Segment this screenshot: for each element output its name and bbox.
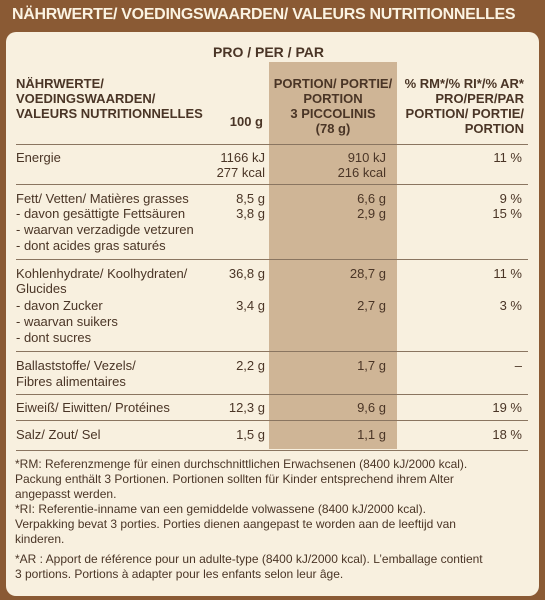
sugars-100g: 3,4 g — [236, 298, 265, 313]
energy-100g-kcal: 277 kcal — [216, 165, 265, 180]
carbs-label-line2: Glucides — [16, 281, 67, 296]
footnote-line: Packung enthält 3 Portionen. Portionen s… — [15, 472, 454, 486]
divider — [16, 450, 528, 451]
header-label-line2: VOEDINGSWAARDEN/ — [16, 91, 156, 106]
header-ri-line2: PRO/PER/PAR — [435, 91, 524, 106]
saturates-ri: 15 % — [492, 206, 522, 221]
energy-100g-kj: 1166 kJ — [220, 150, 265, 165]
sugars-ri: 3 % — [499, 298, 522, 313]
saturates-label-fr: - dont acides gras saturés — [16, 238, 166, 253]
header-label-line3: VALEURS NUTRITIONNELLES — [16, 106, 203, 121]
panel-title: NÄHRWERTE/ VOEDINGSWAARDEN/ VALEURS NUTR… — [12, 6, 516, 23]
fibre-portion: 1,7 g — [357, 358, 386, 373]
sugars-label-de: - davon Zucker — [16, 298, 103, 313]
energy-label: Energie — [16, 150, 61, 165]
portion-column-highlight — [269, 62, 397, 449]
protein-label: Eiweiß/ Eiwitten/ Protéines — [16, 400, 170, 415]
saturates-portion: 2,9 g — [357, 206, 386, 221]
header-ri-line1: % RM*/% RI*/% AR* — [404, 76, 524, 91]
header-portion-line2: PORTION — [303, 91, 363, 106]
carbs-ri: 11 % — [493, 266, 522, 281]
fat-label: Fett/ Vetten/ Matières grasses — [16, 191, 189, 206]
protein-ri: 19 % — [492, 400, 522, 415]
footnote-line: kinderen. — [15, 532, 65, 546]
header-100g: 100 g — [229, 114, 263, 129]
fat-100g: 8,5 g — [236, 191, 265, 206]
fat-portion: 6,6 g — [357, 191, 386, 206]
saturates-label-nl: - waarvan verzadigde vetzuren — [16, 222, 194, 237]
divider — [16, 184, 528, 185]
sugars-portion: 2,7 g — [357, 298, 386, 313]
protein-portion: 9,6 g — [357, 400, 386, 415]
fibre-100g: 2,2 g — [236, 358, 265, 373]
fibre-label-line1: Ballaststoffe/ Vezels/ — [16, 358, 136, 373]
divider — [16, 394, 528, 395]
sugars-label-fr: - dont sucres — [16, 330, 92, 345]
header-portion-line4: (78 g) — [315, 121, 351, 136]
header-portion-line1: PORTION/ PORTIE/ — [273, 76, 393, 91]
header-label-line1: NÄHRWERTE/ — [16, 76, 104, 91]
divider — [16, 259, 528, 260]
salt-label: Salz/ Zout/ Sel — [16, 427, 101, 442]
fat-ri: 9 % — [499, 191, 522, 206]
divider — [16, 351, 528, 352]
carbs-100g: 36,8 g — [228, 266, 265, 281]
salt-ri: 18 % — [492, 427, 522, 442]
per-label: PRO / PER / PAR — [213, 44, 324, 60]
salt-portion: 1,1 g — [357, 427, 386, 442]
footnote-line: angepasst werden. — [15, 487, 117, 501]
footnote-line: *AR : Apport de référence pour un adulte… — [15, 552, 483, 566]
protein-100g: 12,3 g — [228, 400, 265, 415]
saturates-100g: 3,8 g — [236, 206, 265, 221]
header-ri-line3: PORTION/ PORTIE/ — [405, 106, 524, 121]
fibre-ri: – — [514, 358, 522, 373]
carbs-portion: 28,7 g — [349, 266, 386, 281]
saturates-label-de: - davon gesättigte Fettsäuren — [16, 206, 186, 221]
carbs-label-line1: Kohlenhydrate/ Koolhydraten/ — [16, 266, 188, 281]
divider — [16, 144, 528, 145]
footnote-line: *RM: Referenzmenge für einen durchschnit… — [15, 457, 468, 471]
salt-100g: 1,5 g — [236, 427, 265, 442]
footnote-line: Verpakking bevat 3 porties. Porties dien… — [15, 517, 456, 531]
header-ri-line4: PORTION — [464, 121, 524, 136]
fibre-label-line2: Fibres alimentaires — [16, 374, 126, 389]
energy-ri: 11 % — [493, 150, 522, 165]
energy-portion-kcal: 216 kcal — [337, 165, 386, 180]
footnote-line: 3 portions. Portions à adapter pour les … — [15, 567, 344, 581]
energy-portion-kj: 910 kJ — [347, 150, 386, 165]
header-portion-line3: 3 PICCOLINIS — [290, 106, 376, 121]
divider — [16, 420, 528, 421]
footnote-line: *RI: Referentie-inname van een gemiddeld… — [15, 502, 426, 516]
sugars-label-nl: - waarvan suikers — [16, 314, 118, 329]
